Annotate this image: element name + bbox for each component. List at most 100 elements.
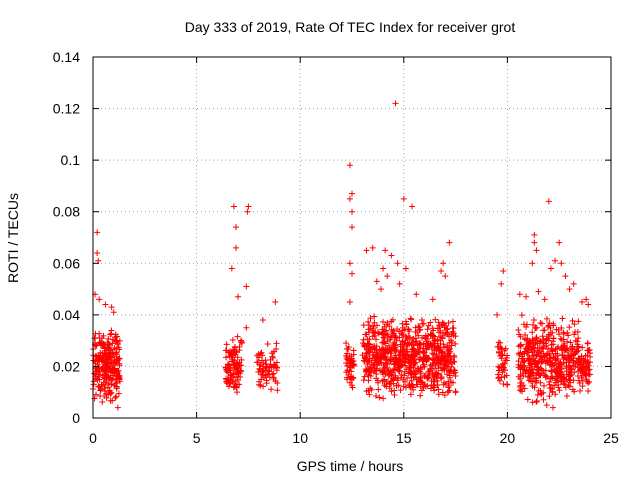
data-point (450, 370, 457, 377)
data-point (382, 344, 389, 351)
data-point (417, 364, 424, 371)
data-point (423, 340, 430, 347)
data-point (540, 344, 547, 351)
data-point (346, 195, 353, 202)
data-point (546, 381, 553, 388)
data-point (543, 402, 550, 409)
data-point (107, 363, 114, 370)
data-point (434, 325, 441, 332)
data-point (264, 340, 271, 347)
data-point (566, 364, 573, 371)
data-point (563, 363, 570, 370)
data-point (401, 339, 408, 346)
data-point (407, 391, 414, 398)
data-point (503, 372, 510, 379)
data-point (430, 382, 437, 389)
data-point (543, 342, 550, 349)
data-point (439, 349, 446, 356)
data-point (407, 315, 414, 322)
data-point (379, 346, 386, 353)
data-point (111, 344, 118, 351)
data-point (495, 339, 502, 346)
data-point (566, 357, 573, 364)
data-point (373, 393, 380, 400)
data-point (500, 360, 507, 367)
data-point (376, 358, 383, 365)
data-point (365, 366, 372, 373)
data-point (570, 280, 577, 287)
data-point (541, 296, 548, 303)
data-point (583, 376, 590, 383)
data-point (270, 348, 277, 355)
data-point (397, 343, 404, 350)
y-tick-label: 0 (72, 410, 80, 426)
data-point (571, 388, 578, 395)
data-point (405, 356, 412, 363)
data-point (429, 361, 436, 368)
data-point (566, 324, 573, 331)
data-point (556, 387, 563, 394)
data-point (223, 378, 230, 385)
data-point (430, 357, 437, 364)
data-point (378, 286, 385, 293)
data-point (367, 315, 374, 322)
data-point (550, 320, 557, 327)
data-point (236, 347, 243, 354)
data-point (396, 328, 403, 335)
data-point (95, 257, 102, 264)
data-point (434, 381, 441, 388)
data-point (222, 364, 229, 371)
data-point (234, 333, 241, 340)
data-point (235, 293, 242, 300)
data-point (438, 350, 445, 357)
data-point (265, 371, 272, 378)
data-point (381, 323, 388, 330)
data-point (387, 367, 394, 374)
data-point (412, 338, 419, 345)
data-point (235, 377, 242, 384)
data-point (521, 385, 528, 392)
y-tick-label: 0.1 (61, 152, 81, 168)
data-point (273, 359, 280, 366)
data-point (534, 391, 541, 398)
data-point (533, 397, 540, 404)
data-point (223, 341, 230, 348)
data-point (106, 387, 113, 394)
x-axis-label: GPS time / hours (297, 458, 404, 474)
data-point (528, 347, 535, 354)
data-point (548, 362, 555, 369)
data-point (417, 326, 424, 333)
data-point (547, 265, 554, 272)
data-point (396, 361, 403, 368)
data-point (586, 378, 593, 385)
data-point (387, 347, 394, 354)
data-point (363, 247, 370, 254)
data-point (494, 311, 501, 318)
data-point (436, 361, 443, 368)
data-point (349, 208, 355, 215)
data-point (433, 345, 440, 352)
data-point (366, 336, 373, 343)
data-point (97, 393, 104, 400)
data-point (543, 336, 550, 343)
data-point (517, 371, 524, 378)
data-point (438, 334, 445, 341)
data-point (585, 388, 592, 395)
data-point (267, 356, 274, 363)
data-point (500, 268, 507, 275)
data-point (105, 391, 112, 398)
data-point (384, 366, 391, 373)
data-point (391, 387, 398, 394)
data-point (94, 249, 101, 256)
data-point (520, 362, 527, 369)
data-point (531, 239, 538, 246)
data-point (410, 345, 417, 352)
data-point (538, 390, 545, 397)
data-point (396, 280, 403, 287)
data-point (425, 374, 432, 381)
data-point (386, 323, 393, 330)
data-point (384, 273, 391, 280)
data-point (97, 340, 104, 347)
data-point (445, 353, 452, 360)
